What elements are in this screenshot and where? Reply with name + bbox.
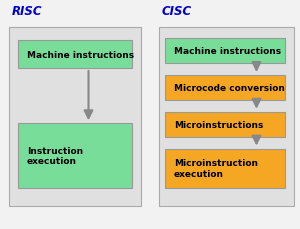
- Bar: [165, 76, 285, 101]
- Text: Machine instructions: Machine instructions: [27, 50, 134, 60]
- Bar: [18, 41, 132, 69]
- Text: CISC: CISC: [162, 5, 192, 18]
- Text: Microcode conversion: Microcode conversion: [174, 84, 285, 93]
- Bar: [159, 27, 294, 206]
- Bar: [165, 112, 285, 137]
- Bar: [165, 39, 285, 64]
- Text: Microinstruction
execution: Microinstruction execution: [174, 159, 258, 178]
- Bar: [165, 149, 285, 188]
- Text: Microinstructions: Microinstructions: [174, 120, 263, 129]
- Text: RISC: RISC: [12, 5, 43, 18]
- Bar: [18, 124, 132, 188]
- Text: Machine instructions: Machine instructions: [174, 47, 281, 56]
- Bar: [9, 27, 141, 206]
- Text: Instruction
execution: Instruction execution: [27, 146, 83, 165]
